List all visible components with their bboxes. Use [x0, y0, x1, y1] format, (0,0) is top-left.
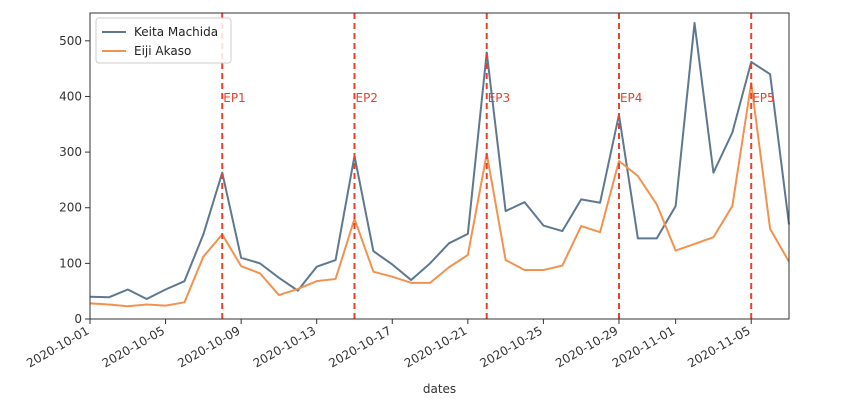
legend: Keita Machida Eiji Akaso: [95, 17, 232, 64]
x-tick-label: 2020-10-21: [402, 323, 469, 370]
legend-box: [95, 17, 232, 64]
legend-label-2: Eiji Akaso: [134, 44, 191, 58]
plot-area: [89, 22, 790, 308]
y-tick-label: 200: [59, 201, 82, 215]
episode-annotations: EP1 EP2 EP3 EP4 EP5: [221, 13, 775, 319]
episode-label-1: EP1: [223, 91, 245, 105]
plot-frame: [89, 12, 790, 320]
y-axis-ticks: 0 100 200 300 400 500: [59, 34, 90, 326]
episode-label-3: EP3: [488, 91, 510, 105]
x-tick-label: 2020-10-17: [326, 323, 393, 370]
y-tick-label: 300: [59, 145, 82, 159]
x-axis-ticks: 2020-10-01 2020-10-05 2020-10-09 2020-10-13…: [24, 319, 753, 370]
x-tick-label: 2020-10-29: [553, 323, 620, 370]
episode-label-5: EP5: [752, 91, 774, 105]
legend-label-1: Keita Machida: [134, 25, 218, 39]
episode-label-2: EP2: [355, 91, 377, 105]
x-axis-title: dates: [423, 382, 456, 396]
y-tick-label: 0: [74, 312, 82, 326]
x-tick-label: 2020-11-01: [610, 323, 677, 370]
series-line-1: [89, 22, 790, 300]
axes: [89, 12, 790, 320]
x-tick-label: 2020-10-01: [24, 323, 91, 370]
series-line-2: [89, 82, 790, 308]
x-tick-label: 2020-10-09: [175, 323, 242, 370]
y-tick-label: 500: [59, 34, 82, 48]
x-tick-label: 2020-10-13: [251, 323, 318, 370]
x-tick-label: 2020-11-05: [685, 323, 752, 370]
y-tick-label: 100: [59, 256, 82, 270]
y-tick-label: 400: [59, 89, 82, 103]
episode-label-4: EP4: [620, 91, 642, 105]
x-tick-label: 2020-10-25: [478, 323, 545, 370]
x-tick-label: 2020-10-05: [100, 323, 167, 370]
